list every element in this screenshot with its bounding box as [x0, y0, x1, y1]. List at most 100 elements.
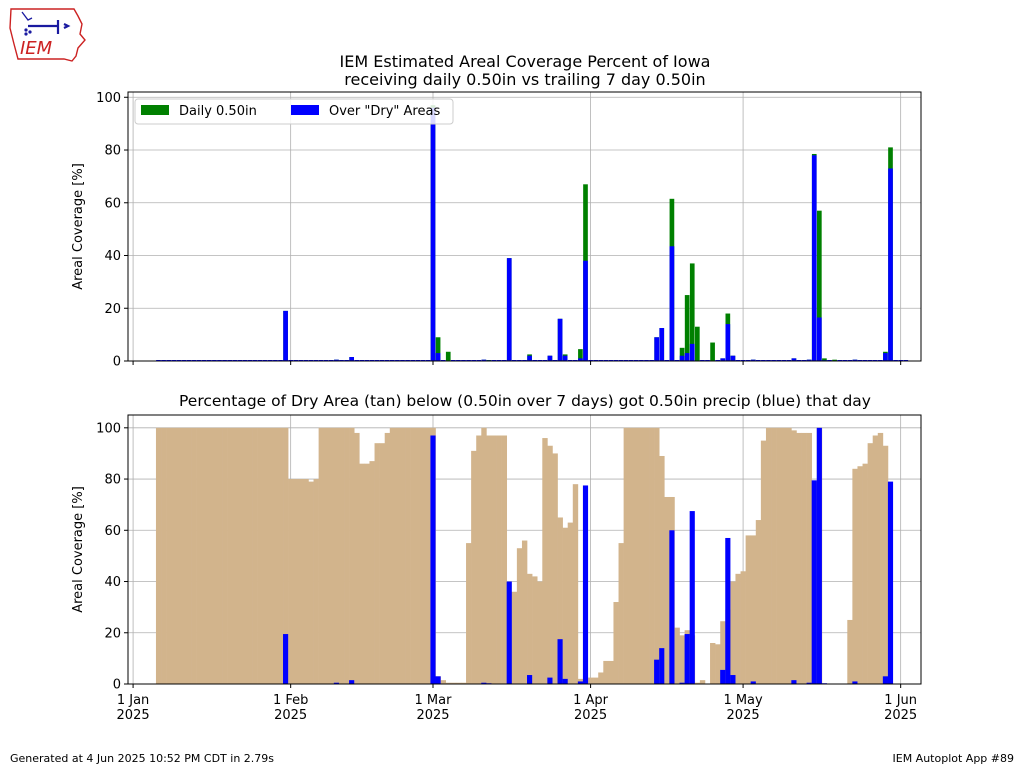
dry-area-bar	[608, 660, 614, 684]
dry-area-bar	[771, 427, 777, 684]
dry-area-bar	[511, 591, 518, 684]
dry-area-hit-pct-bar	[816, 427, 822, 684]
dry-area-bar	[537, 581, 543, 684]
dry-area-hit-bar	[888, 168, 893, 361]
dry-area-bar	[547, 445, 553, 684]
dry-area-bar	[283, 427, 289, 684]
dry-area-bar	[425, 427, 431, 684]
dry-area-bar	[496, 435, 502, 684]
dry-area-bar	[857, 466, 863, 684]
dry-area-bar	[603, 660, 609, 684]
dry-area-hit-bar	[578, 358, 583, 361]
dry-area-hit-bar	[562, 355, 568, 361]
dry-area-bar	[227, 427, 233, 684]
dry-area-bar	[776, 427, 782, 684]
dry-area-hit-pct-bar	[806, 682, 812, 684]
dry-area-hit-pct-bar	[882, 676, 888, 684]
dry-area-bar	[643, 427, 650, 684]
dry-area-bar	[862, 463, 868, 684]
dry-area-bar	[613, 602, 619, 684]
bottom-ytick-label: 80	[104, 473, 121, 488]
dry-area-hit-bar	[547, 355, 553, 361]
x-tick-label: 1 Jun	[884, 693, 917, 708]
legend-swatch-daily	[141, 105, 169, 115]
dry-area-bar	[471, 450, 477, 684]
dry-area-hit-bar	[659, 328, 665, 361]
dry-area-bar	[369, 461, 375, 684]
top-ytick-label: 80	[104, 144, 121, 159]
dry-area-bar	[181, 427, 187, 684]
x-tick-label-year: 2025	[117, 708, 150, 723]
dry-area-hit-pct-bar	[654, 659, 660, 684]
dry-area-bar	[161, 427, 167, 684]
dry-area-bar	[237, 427, 243, 684]
daily-bar	[694, 326, 700, 361]
dry-area-bar	[796, 432, 802, 684]
dry-area-bar	[176, 427, 182, 684]
dry-area-hit-bar	[811, 155, 817, 361]
dry-area-hit-bar	[684, 353, 690, 361]
dry-area-bar	[359, 463, 365, 684]
dry-area-bar	[562, 527, 569, 684]
dry-area-bar	[588, 677, 594, 684]
dry-area-bar	[333, 427, 340, 684]
legend-label-daily: Daily 0.50in	[179, 104, 257, 119]
dry-area-hit-pct-bar	[506, 581, 512, 684]
dry-area-bar	[323, 427, 330, 684]
dry-area-bar	[847, 619, 853, 684]
dry-area-bar	[303, 479, 309, 684]
bottom-ytick-label: 60	[104, 524, 121, 539]
top-y-axis-label: Areal Coverage [%]	[71, 163, 86, 290]
dry-area-hit-pct-bar	[577, 681, 583, 684]
x-tick-label: 1 Feb	[273, 693, 308, 708]
dry-area-hit-pct-bar	[547, 677, 553, 684]
dry-area-bar	[755, 520, 762, 684]
dry-area-bar	[384, 432, 391, 684]
dry-area-bar	[623, 427, 630, 684]
x-tick-label-year: 2025	[727, 708, 760, 723]
dry-area-bar	[211, 427, 218, 684]
dry-area-bar	[877, 432, 884, 684]
dry-area-bar	[313, 479, 319, 684]
dry-area-bar	[699, 680, 706, 684]
dry-area-hit-bar	[669, 246, 675, 361]
dry-area-hit-pct-bar	[527, 675, 533, 684]
daily-bar	[578, 349, 583, 361]
dry-area-bar	[155, 427, 162, 684]
dry-area-bar	[232, 427, 238, 684]
dry-area-hit-bar	[654, 337, 660, 361]
top-chart-panel: 0 20 40 60 80 100 Areal Coverage [%] Daily 0.50…	[71, 91, 922, 370]
dry-area-bar	[674, 627, 680, 684]
dry-area-bar	[781, 427, 787, 684]
dry-area-bar	[445, 682, 452, 684]
dry-area-hit-pct-bar	[669, 530, 675, 684]
dry-area-hit-pct-bar	[791, 680, 797, 684]
dry-area-bar	[374, 443, 380, 684]
dry-area-bar	[801, 432, 807, 684]
dry-area-bar	[786, 427, 792, 684]
legend-label-dry: Over "Dry" Areas	[329, 104, 440, 119]
dry-area-bar	[450, 682, 457, 684]
top-ytick-label: 20	[104, 302, 121, 317]
dry-area-bar	[252, 427, 258, 684]
dry-area-bar	[710, 643, 716, 684]
dry-area-bar	[760, 440, 767, 684]
bottom-y-axis-label: Areal Coverage [%]	[71, 486, 86, 613]
dry-area-bar	[440, 680, 447, 684]
daily-bar	[445, 351, 451, 361]
dry-area-bar	[791, 430, 797, 684]
dry-area-bar	[740, 571, 746, 684]
dry-area-bar	[572, 484, 579, 684]
dry-area-bar	[222, 427, 228, 684]
dry-area-bar	[277, 427, 284, 684]
dry-area-bar	[338, 427, 345, 684]
dry-area-bar	[618, 543, 624, 684]
dry-area-bar	[593, 677, 599, 684]
dry-area-bar	[521, 540, 528, 684]
dry-area-bar	[476, 435, 482, 684]
dry-area-bar	[201, 427, 208, 684]
dry-area-bar	[242, 427, 248, 684]
dry-area-bar	[410, 427, 416, 684]
top-ytick-label: 100	[96, 91, 121, 106]
